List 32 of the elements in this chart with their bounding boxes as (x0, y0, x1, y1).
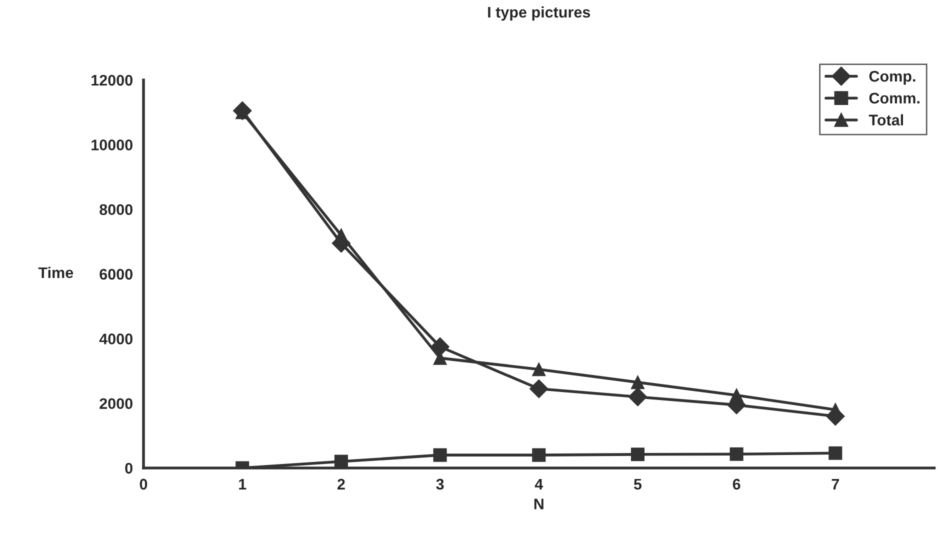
chart-title: I type pictures (488, 6, 590, 21)
point (334, 228, 348, 242)
y-tick-label: 2000 (100, 398, 132, 410)
x-tick-label: 1 (239, 478, 246, 490)
x-tick-label: 6 (732, 478, 740, 490)
point (730, 447, 744, 461)
point (730, 388, 744, 402)
x-tick-label: 4 (534, 478, 544, 490)
point (630, 376, 644, 390)
y-tick-label: 8000 (100, 204, 132, 216)
y-tick-label: 6000 (100, 268, 132, 280)
point (628, 388, 648, 406)
legend-label: Total (868, 114, 904, 126)
point (828, 446, 842, 460)
y-tick-label: 4000 (99, 334, 132, 344)
x-tick-label: 7 (832, 478, 839, 490)
point (530, 379, 548, 398)
point (630, 448, 644, 462)
y-tick-label: 10000 (92, 140, 132, 150)
point (433, 448, 447, 462)
point (532, 448, 546, 462)
y-tick-label: 0 (125, 462, 132, 474)
x-axis-title: N (534, 498, 544, 510)
legend-label: Comm. (869, 92, 920, 104)
x-tick-label: 2 (337, 478, 345, 490)
legend-label: Comp. (869, 70, 916, 85)
point (532, 362, 546, 376)
y-tick-label: 12000 (92, 74, 132, 86)
y-axis-title: Time (38, 266, 74, 278)
x-tick-label: 5 (634, 478, 642, 490)
x-tick-label: 3 (436, 478, 444, 490)
x-tick-label: 0 (140, 478, 148, 490)
